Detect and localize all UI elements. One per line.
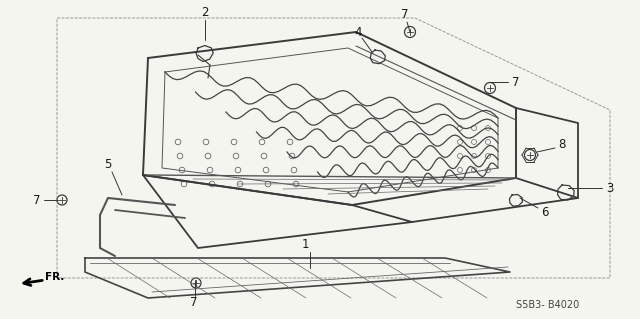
Text: 7: 7 <box>33 194 41 206</box>
Text: 7: 7 <box>512 76 520 88</box>
Text: 4: 4 <box>355 26 362 39</box>
Text: 2: 2 <box>201 6 209 19</box>
Text: 7: 7 <box>401 9 409 21</box>
Text: 5: 5 <box>104 159 112 172</box>
Text: S5B3- B4020: S5B3- B4020 <box>516 300 580 310</box>
Text: 1: 1 <box>301 239 308 251</box>
Text: 3: 3 <box>606 182 614 195</box>
Text: 8: 8 <box>558 138 566 152</box>
Text: FR.: FR. <box>45 272 65 282</box>
Text: 6: 6 <box>541 205 548 219</box>
Text: 7: 7 <box>190 296 198 309</box>
